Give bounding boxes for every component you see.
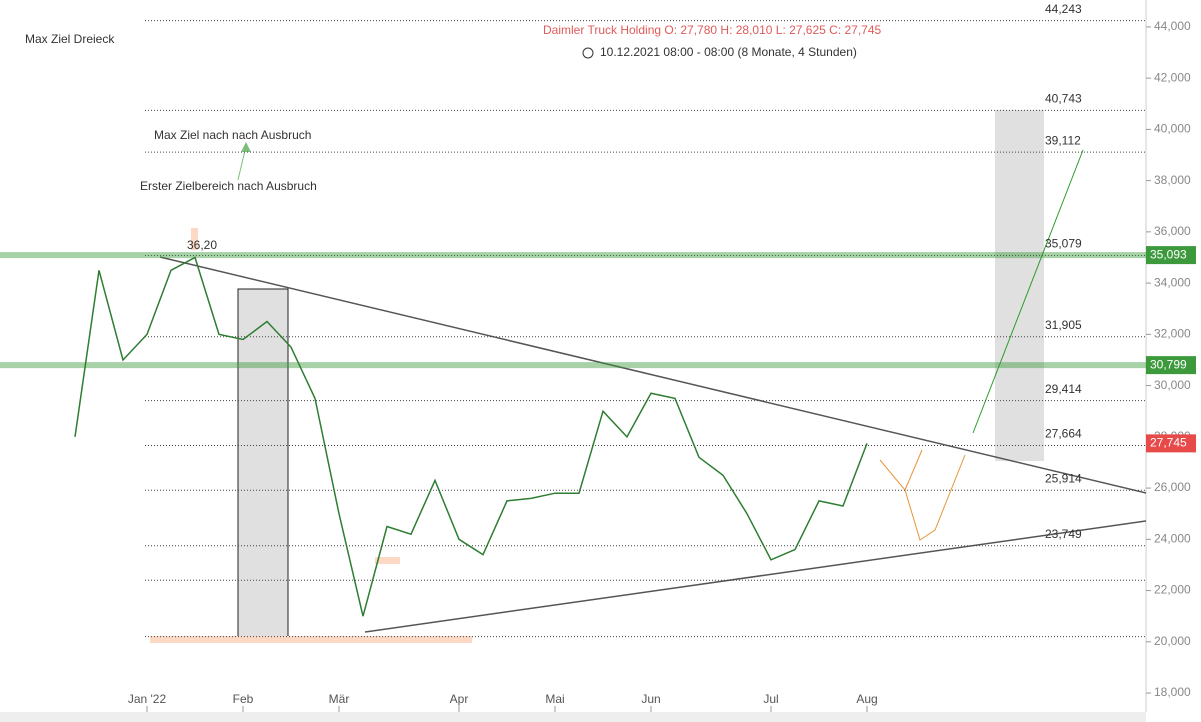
target-arrow [972, 149, 1084, 434]
y-tick-label: 38,000 [1154, 173, 1191, 187]
y-tick-label: 34,000 [1154, 275, 1191, 289]
price-tag-label: 27,745 [1150, 436, 1187, 450]
projection [879, 454, 966, 541]
annotation: Erster Zielbereich nach Ausbruch [140, 179, 317, 193]
level-label: 39,112 [1045, 133, 1081, 147]
price-line [74, 256, 868, 617]
y-tick-label: 26,000 [1154, 480, 1191, 494]
price-tag [1146, 246, 1196, 265]
y-tick-label: 36,000 [1154, 224, 1191, 238]
level-label: 31,905 [1045, 318, 1082, 332]
support-zone [375, 557, 400, 564]
projection [904, 449, 923, 491]
y-tick-label: 22,000 [1154, 583, 1191, 597]
annotation: Max Ziel Dreieck [25, 32, 115, 46]
x-tick-label: Mai [545, 692, 564, 706]
level-label: 29,414 [1045, 382, 1082, 396]
x-tick-label: Aug [856, 692, 877, 706]
price-tag-label: 30,799 [1150, 357, 1187, 371]
x-tick-label: Jul [763, 692, 778, 706]
trendline [159, 256, 1147, 494]
chart-title: Daimler Truck Holding O: 27,780 H: 28,01… [543, 23, 882, 37]
y-tick-label: 30,000 [1154, 378, 1191, 392]
range-box [237, 288, 289, 642]
price-tag-label: 35,093 [1150, 247, 1187, 261]
zone-line [0, 252, 1146, 259]
y-tick-label: 40,000 [1154, 122, 1191, 136]
level-label: 40,743 [1045, 92, 1082, 106]
level-label: 23,749 [1045, 527, 1082, 541]
support-zone [150, 636, 472, 643]
x-tick-label: Feb [233, 692, 254, 706]
y-tick-label: 44,000 [1154, 19, 1191, 33]
trendline [364, 520, 1147, 633]
y-tick-label: 20,000 [1154, 634, 1191, 648]
price-tag [1146, 356, 1196, 375]
target-box [995, 110, 1044, 461]
level-label: 44,243 [1045, 2, 1082, 16]
clock-icon [582, 47, 594, 59]
y-tick-label: 18,000 [1154, 685, 1191, 699]
annotation: 36,20 [187, 238, 217, 252]
y-tick-label: 42,000 [1154, 70, 1191, 84]
price-tag [1146, 434, 1196, 453]
scrollbar [0, 712, 1146, 722]
x-tick-label: Jan '22 [128, 692, 167, 706]
level-label: 35,079 [1045, 237, 1082, 251]
high-marker [191, 228, 198, 250]
annotation: Max Ziel nach nach Ausbruch [154, 128, 311, 142]
x-tick-label: Mär [329, 692, 350, 706]
y-tick-label: 32,000 [1154, 327, 1191, 341]
arrow-head [241, 142, 251, 152]
zone-line [0, 362, 1146, 369]
level-label: 25,914 [1045, 471, 1082, 485]
chart-subtitle: 10.12.2021 08:00 - 08:00 (8 Monate, 4 St… [600, 45, 857, 59]
level-label: 27,664 [1045, 427, 1082, 441]
y-tick-label: 24,000 [1154, 531, 1191, 545]
x-tick-label: Jun [641, 692, 660, 706]
x-tick-label: Apr [450, 692, 469, 706]
